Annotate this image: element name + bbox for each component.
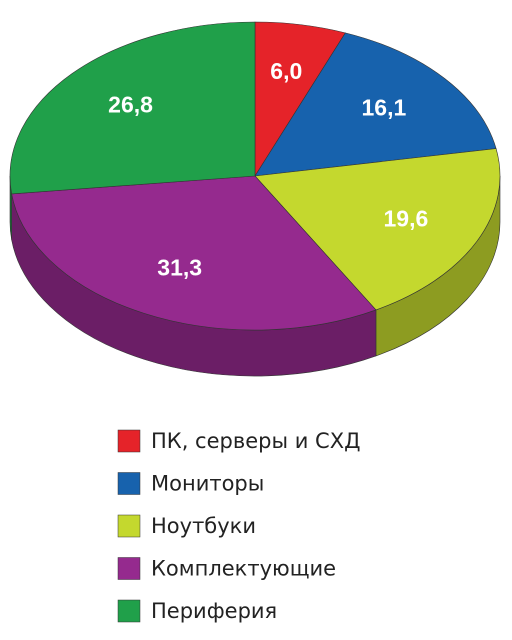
slice: [9, 21, 256, 195]
legend-swatch: [117, 472, 141, 495]
legend-swatch: [117, 429, 141, 453]
data-label: 26,8: [108, 91, 153, 117]
legend-swatch: [117, 514, 141, 538]
legend-label: Мониторы: [151, 472, 264, 496]
legend-label: ПК, серверы и СХД: [151, 429, 361, 453]
slice: [254, 148, 501, 311]
legend-label: Комплектующие: [151, 557, 336, 581]
legend-swatch: [117, 557, 141, 580]
slice: [254, 32, 497, 177]
slice: [11, 175, 377, 331]
legend-label: Ноутбуки: [151, 514, 256, 538]
legend-label: Периферия: [151, 599, 277, 623]
data-label: 6,0: [270, 58, 302, 84]
data-label: 19,6: [384, 205, 429, 231]
data-label: 31,3: [157, 254, 202, 280]
legend-swatch: [117, 599, 141, 623]
data-label: 16,1: [362, 95, 407, 121]
